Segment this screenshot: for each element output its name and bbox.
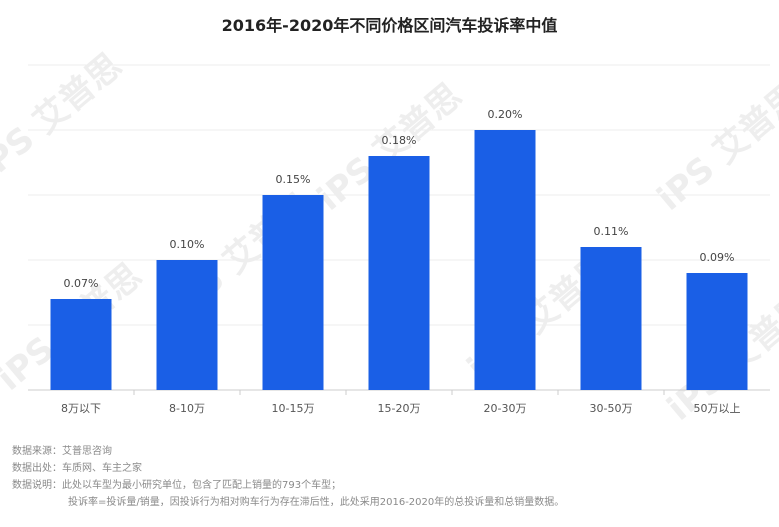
data-label: 0.07% — [64, 277, 99, 290]
data-label: 0.11% — [594, 225, 629, 238]
bar — [686, 273, 748, 390]
note-description: 数据说明：此处以车型为最小研究单位，包含了匹配上销量的793个车型； — [12, 480, 342, 491]
x-tick-label: 8万以下 — [61, 402, 101, 415]
data-label: 0.10% — [170, 238, 205, 251]
note-source: 数据来源：艾普思咨询 — [12, 446, 112, 457]
note-formula: 投诉率=投诉量/销量，因投诉行为相对购车行为存在滞后性，此处采用2016-202… — [68, 497, 565, 508]
data-label: 0.18% — [382, 134, 417, 147]
bar — [474, 130, 536, 390]
data-label: 0.15% — [276, 173, 311, 186]
bar — [580, 247, 642, 390]
chart-title: 2016年-2020年不同价格区间汽车投诉率中值 — [221, 16, 558, 35]
data-label: 0.09% — [700, 251, 735, 264]
x-tick-label: 20-30万 — [484, 402, 527, 415]
bar — [368, 156, 430, 390]
x-tick-label: 50万以上 — [694, 402, 741, 415]
chart-notes: 数据来源：艾普思咨询 数据出处：车质网、车主之家 数据说明：此处以车型为最小研究… — [12, 443, 564, 511]
bar — [262, 195, 324, 390]
data-label: 0.20% — [488, 108, 523, 121]
bar — [50, 299, 112, 390]
note-origin: 数据出处：车质网、车主之家 — [12, 463, 142, 474]
bar-chart: 0.07% 8万以下 0.10% 8-10万 0.15% 10-15万 0.18% 15-20… — [28, 64, 770, 415]
x-tick-label: 8-10万 — [169, 402, 205, 415]
bar — [156, 260, 218, 390]
x-tick-label: 15-20万 — [378, 402, 421, 415]
x-tick-label: 10-15万 — [272, 402, 315, 415]
x-tick-label: 30-50万 — [590, 402, 633, 415]
